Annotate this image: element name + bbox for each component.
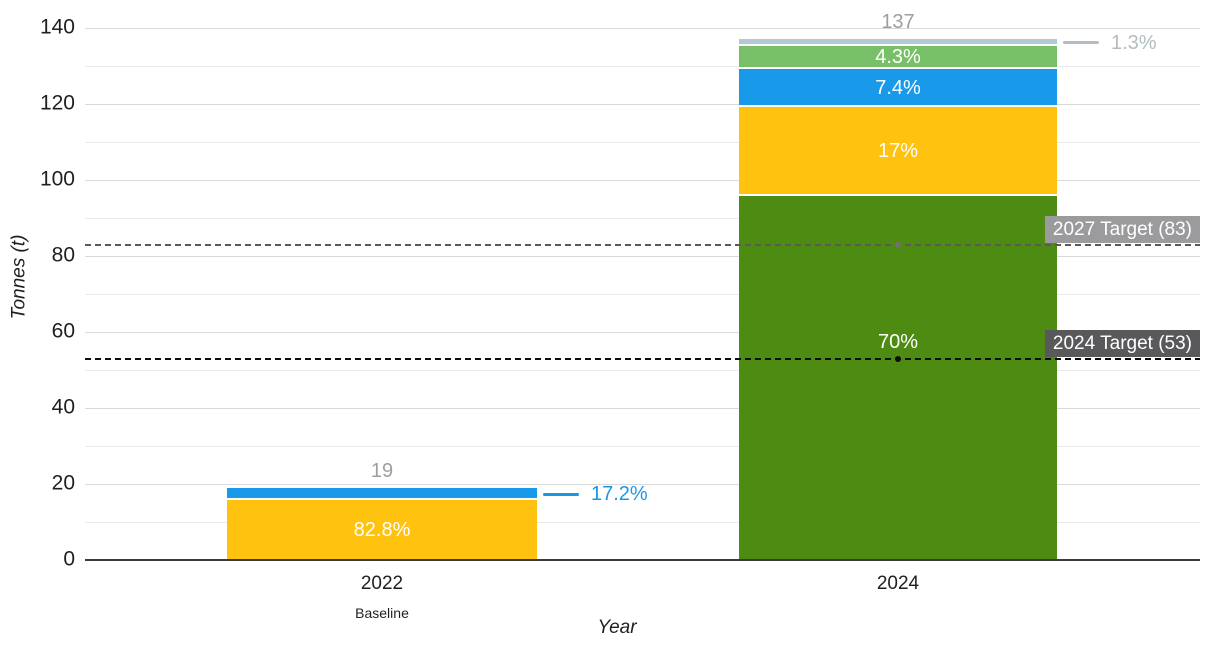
gridline-major (85, 180, 1200, 181)
gridline-minor (85, 294, 1200, 295)
gridline-major (85, 256, 1200, 257)
callout-line (543, 492, 579, 496)
bar-segment-2022-yellow-segment (227, 500, 537, 560)
x-axis-line (85, 559, 1200, 561)
y-tick-label: 20 (51, 471, 75, 495)
gridline-minor (85, 446, 1200, 447)
bar-segment-2024-blue-segment (739, 68, 1057, 108)
y-tick-label: 100 (39, 167, 75, 191)
bar-total-label: 19 (370, 459, 394, 482)
bar-segment-2024-dark-green-segment (739, 195, 1057, 560)
callout-label: 1.3% (1111, 31, 1157, 54)
segment-label: 70% (877, 330, 919, 353)
target-marker-dot (895, 355, 901, 362)
gridline-major (85, 484, 1200, 485)
target-line (85, 357, 1200, 360)
y-tick-label: 40 (51, 395, 75, 419)
callout-line (1063, 41, 1099, 45)
bar-segment-2024-grey-segment (739, 39, 1057, 47)
bar-total-label: 137 (881, 11, 915, 34)
bar-segment-2022-blue-segment (227, 487, 537, 501)
gridline-major (85, 104, 1200, 105)
x-tick-sublabel: Baseline (355, 605, 409, 621)
gridline-major (85, 408, 1200, 409)
target-line (85, 243, 1200, 246)
gridline-minor (85, 522, 1200, 523)
gridline-major (85, 332, 1200, 333)
segment-label: 17% (877, 140, 919, 163)
y-tick-label: 60 (51, 319, 75, 343)
gridline-minor (85, 66, 1200, 67)
segment-label: 7.4% (875, 76, 921, 99)
x-tick-label: 2024 (876, 573, 920, 594)
bar-segment-2024-yellow-segment (739, 107, 1057, 196)
target-label: 2024 Target (53) (1044, 329, 1200, 357)
y-tick-label: 0 (63, 547, 75, 571)
segment-label: 4.3% (875, 46, 921, 69)
y-tick-label: 80 (51, 243, 75, 267)
x-tick-label: 2022 (360, 573, 404, 594)
gridline-minor (85, 370, 1200, 371)
segment-label: 82.8% (353, 519, 411, 542)
bar-segment-2024-light-green-segment (739, 46, 1057, 69)
target-label: 2027 Target (83) (1044, 215, 1200, 243)
gridline-minor (85, 142, 1200, 143)
x-axis-title: Year (597, 617, 637, 638)
gridline-major (85, 28, 1200, 29)
gridline-minor (85, 218, 1200, 219)
callout-label: 17.2% (591, 483, 648, 506)
y-tick-label: 140 (39, 15, 75, 39)
target-marker-dot (895, 241, 901, 248)
y-tick-label: 120 (39, 91, 75, 115)
